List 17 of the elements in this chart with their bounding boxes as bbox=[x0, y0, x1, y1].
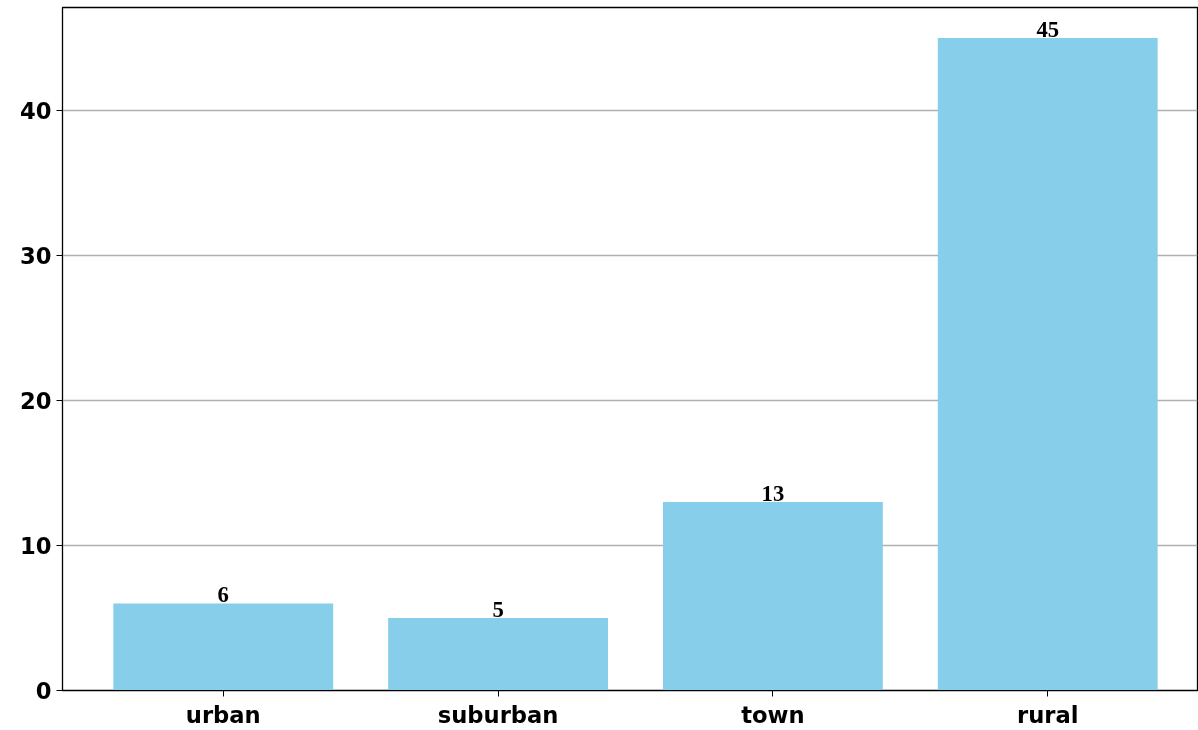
y-tick-label: 0 bbox=[35, 678, 52, 704]
y-tick-label: 10 bbox=[19, 532, 52, 559]
bar bbox=[388, 617, 609, 691]
data-label: 13 bbox=[761, 480, 785, 506]
y-tick-label: 30 bbox=[19, 242, 52, 269]
x-tick-label: town bbox=[741, 701, 805, 728]
y-tick-label: 40 bbox=[19, 97, 52, 124]
data-label: 6 bbox=[217, 582, 229, 608]
bar bbox=[662, 501, 883, 691]
x-tick-label: urban bbox=[185, 701, 261, 728]
data-label: 5 bbox=[492, 596, 504, 622]
bar bbox=[937, 37, 1158, 691]
x-tick-label: rural bbox=[1016, 701, 1079, 728]
data-label: 45 bbox=[1036, 16, 1060, 42]
bar bbox=[113, 603, 334, 691]
x-tick-label: suburban bbox=[437, 701, 559, 728]
y-tick-label: 20 bbox=[19, 387, 52, 414]
